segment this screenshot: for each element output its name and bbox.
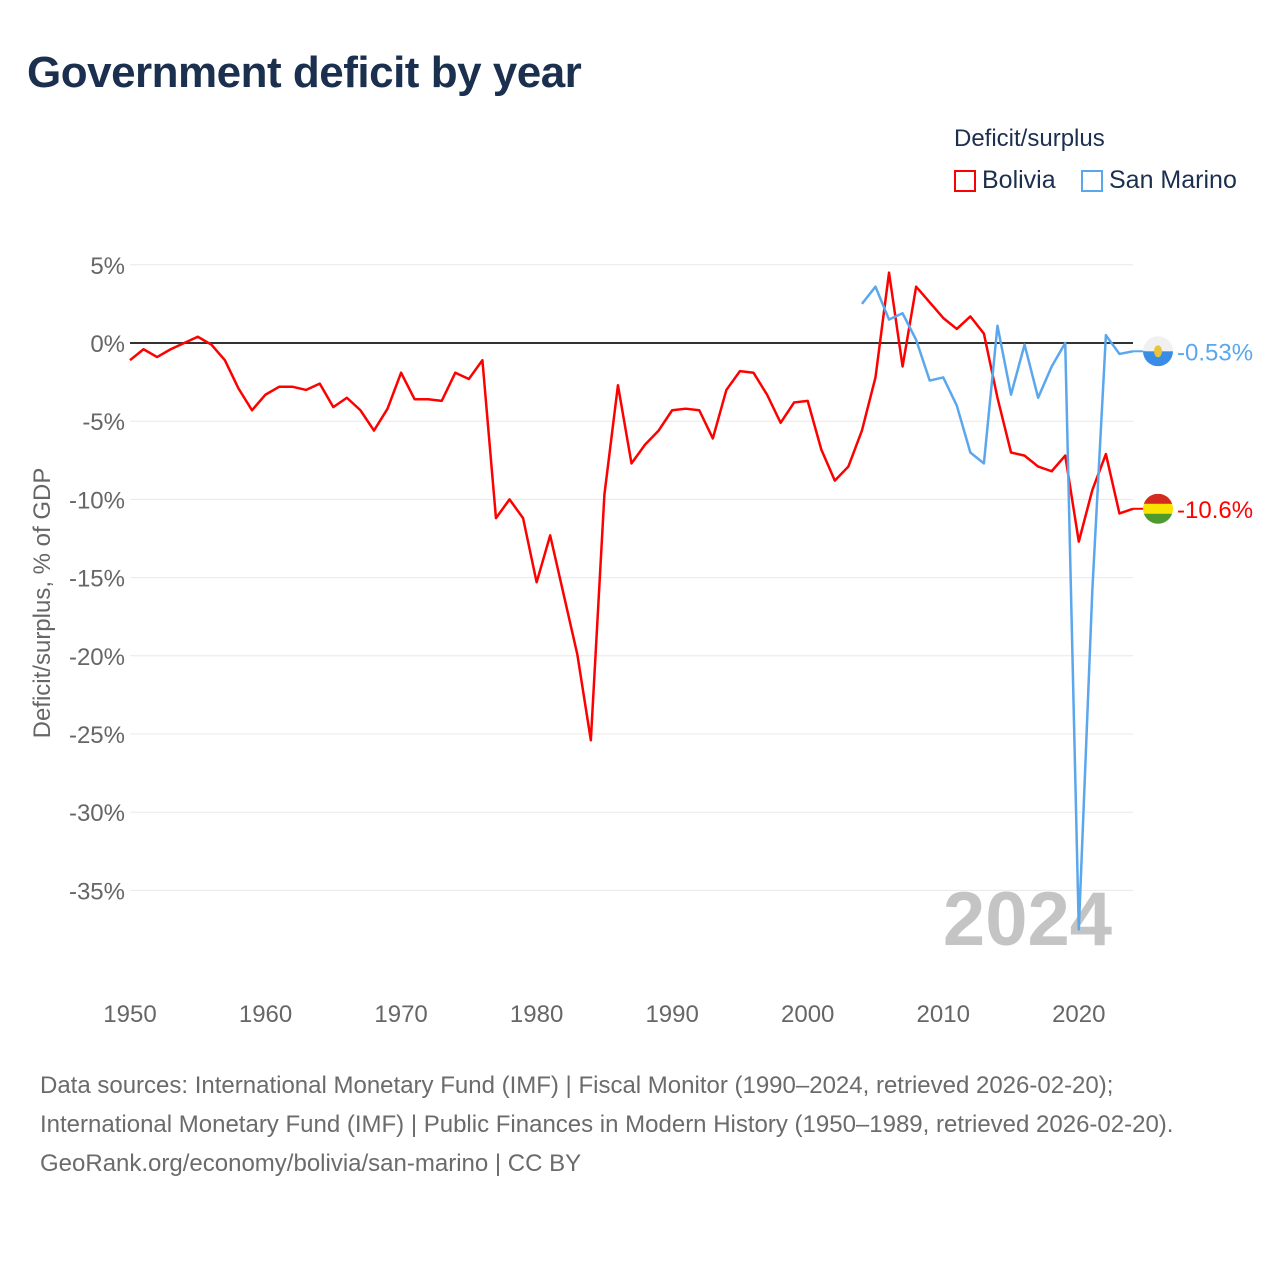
x-tick-label: 2000: [781, 1001, 834, 1028]
legend-swatch-bolivia: [954, 169, 976, 192]
san-marino-flag-icon: [1143, 336, 1173, 367]
credit-link[interactable]: GeoRank.org/economy/bolivia/san-marino |…: [40, 1150, 582, 1177]
y-tick-label: -35%: [69, 878, 125, 905]
x-tick-label: 2010: [917, 1001, 970, 1028]
data-sources: Data sources: International Monetary Fun…: [40, 1072, 1174, 1138]
x-tick-label: 1990: [645, 1001, 698, 1028]
y-tick-label: 5%: [90, 253, 125, 280]
series-line-bolivia: [129, 271, 1134, 742]
end-value-label: -10.6%: [1177, 497, 1253, 524]
y-tick-label: -10%: [69, 487, 125, 514]
y-tick-label: -30%: [69, 800, 125, 827]
series-line-san-marino: [860, 285, 1134, 931]
x-tick-label: 1950: [103, 1001, 156, 1028]
x-tick-label: 2020: [1052, 1001, 1105, 1028]
legend-title: Deficit/surplus: [954, 125, 1105, 152]
legend-label: Bolivia: [982, 166, 1056, 194]
legend-item-san-marino[interactable]: San Marino: [1081, 166, 1237, 195]
plot-area: 2024 5% 0% -5% -10% -15% -20% -25% -30% -35% 1950 1…: [29, 253, 1253, 1028]
y-tick-label: -20%: [69, 644, 125, 671]
legend-swatch-san-marino: [1081, 169, 1103, 192]
legend-label: San Marino: [1109, 166, 1237, 194]
watermark-year: 2024: [943, 877, 1112, 962]
x-tick-label: 1980: [510, 1001, 563, 1028]
y-tick-label: -5%: [82, 409, 125, 436]
y-axis-label: Deficit/surplus, % of GDP: [29, 468, 56, 739]
end-value-label: -0.53%: [1177, 339, 1253, 366]
x-tick-label: 1970: [374, 1001, 427, 1028]
x-tick-label: 1960: [239, 1001, 292, 1028]
y-tick-label: -25%: [69, 722, 125, 749]
footer: Data sources: International Monetary Fun…: [40, 1066, 1240, 1183]
y-tick-label: 0%: [90, 331, 125, 358]
legend-item-bolivia[interactable]: Bolivia: [954, 166, 1056, 195]
y-tick-label: -15%: [69, 566, 125, 593]
bolivia-flag-icon: [1143, 493, 1173, 524]
chart-title: Government deficit by year: [27, 48, 582, 97]
